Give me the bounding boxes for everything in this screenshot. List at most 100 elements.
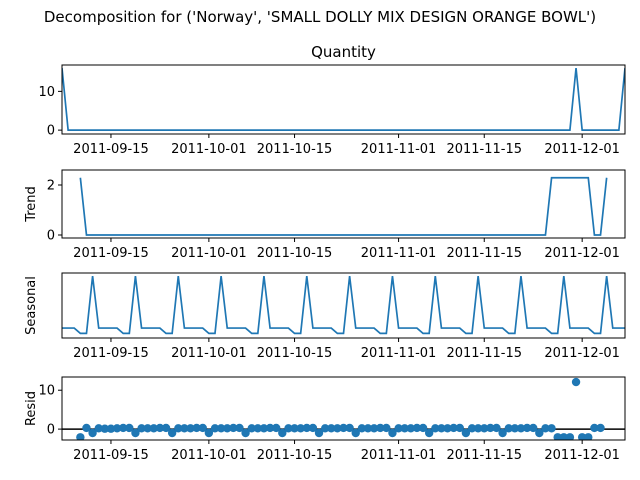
resid-point (467, 424, 477, 433)
resid-point (155, 423, 165, 433)
x-tick-label: 2011-09-15 (73, 346, 149, 361)
resid-point (284, 424, 293, 433)
series-group (76, 377, 605, 440)
resid-point (406, 424, 416, 433)
resid-point (522, 423, 532, 433)
resid-point (149, 424, 158, 433)
resid-point (180, 424, 189, 433)
resid-point (584, 433, 593, 440)
resid-point (351, 428, 360, 438)
resid-point (480, 424, 489, 433)
resid-point (88, 428, 97, 438)
y-tick-label: 0 (47, 229, 55, 244)
x-tick-label: 2011-09-15 (73, 448, 149, 463)
x-tick-label: 2011-11-15 (446, 142, 522, 157)
resid-point (327, 424, 336, 433)
resid-point (547, 424, 556, 433)
x-tick-label: 2011-12-01 (544, 448, 620, 463)
axes-frame (61, 64, 626, 135)
x-tick-label: 2011-10-01 (171, 346, 247, 361)
resid-point (192, 423, 201, 433)
x-tick-label: 2011-10-01 (171, 246, 247, 261)
y-tick-label: 10 (38, 384, 55, 399)
x-tick-label: 2011-11-01 (361, 246, 437, 261)
resid-point (529, 423, 538, 433)
resid-point (198, 423, 207, 433)
resid-point (314, 428, 324, 438)
resid-point (167, 428, 177, 438)
resid-point (143, 424, 152, 433)
resid-point (504, 424, 513, 433)
resid-point (333, 424, 342, 433)
x-tick-label: 2011-10-15 (257, 142, 333, 157)
panel-3: Seasonal 2011-09-15 2011-10-01 2011-10-15 20… (24, 272, 626, 361)
panel-1: Quantity 2011-09-15 2011-10-01 2011-10-15 20… (38, 43, 626, 157)
panel-title: Quantity (311, 43, 376, 61)
resid-point (320, 424, 330, 433)
axes-frame (61, 169, 626, 239)
resid-point (290, 424, 299, 433)
y-axis-label: Trend (24, 186, 39, 223)
resid-point (229, 423, 238, 433)
y-tick-label: 10 (38, 85, 55, 100)
resid-point (431, 424, 440, 433)
resid-point (571, 377, 581, 387)
y-tick-label: 0 (47, 423, 55, 438)
resid-point (271, 423, 281, 433)
x-tick-label: 2011-11-15 (446, 346, 522, 361)
x-tick-label: 2011-11-01 (361, 346, 437, 361)
x-tick-label: 2011-12-01 (544, 346, 620, 361)
resid-point (278, 428, 287, 438)
resid-point (210, 424, 220, 433)
resid-point (216, 424, 226, 433)
resid-point (541, 424, 550, 433)
axes-frame (61, 376, 626, 441)
resid-point (369, 424, 379, 433)
resid-point (241, 428, 250, 438)
figure-suptitle: Decomposition for ('Norway', 'SMALL DOLL… (44, 8, 596, 26)
resid-point (345, 423, 354, 433)
resid-point (106, 424, 116, 433)
resid-point (424, 428, 434, 438)
panels: Quantity 2011-09-15 2011-10-01 2011-10-15 20… (24, 43, 626, 463)
x-tick-label: 2011-10-15 (257, 448, 333, 463)
y-axis-label: Seasonal (24, 276, 39, 335)
resid-point (357, 424, 367, 433)
x-tick-label: 2011-12-01 (544, 142, 620, 157)
series-line (62, 68, 625, 131)
resid-point (161, 423, 171, 433)
resid-point (118, 423, 128, 433)
x-tick-label: 2011-10-01 (171, 448, 247, 463)
series-group (79, 176, 608, 236)
resid-point (174, 424, 183, 433)
resid-point (100, 424, 110, 433)
x-tick-label: 2011-09-15 (73, 246, 149, 261)
resid-point (235, 423, 244, 433)
x-tick-label: 2011-10-01 (171, 142, 247, 157)
resid-point (516, 424, 526, 433)
x-tick-label: 2011-12-01 (544, 246, 620, 261)
resid-point (247, 424, 256, 433)
resid-point (486, 423, 495, 433)
resid-point (76, 433, 85, 440)
resid-point (94, 424, 103, 433)
resid-point (223, 424, 232, 433)
panel-4: Resid 2011-09-15 2011-10-01 2011-10-15 2011-… (24, 376, 626, 463)
resid-point (259, 424, 269, 433)
resid-point (400, 424, 409, 433)
resid-point (131, 428, 140, 438)
y-axis-label: Resid (24, 391, 39, 426)
resid-point (186, 424, 195, 433)
x-tick-label: 2011-11-15 (446, 448, 522, 463)
resid-point (137, 424, 146, 433)
resid-point (382, 423, 391, 433)
resid-point (461, 428, 471, 438)
resid-point (437, 424, 446, 433)
resid-point (510, 424, 520, 433)
resid-point (308, 423, 318, 433)
resid-point (302, 423, 311, 433)
resid-point (412, 423, 422, 433)
panel-2: Trend 2011-09-15 2011-10-01 2011-10-15 2011-… (24, 169, 626, 261)
resid-point (112, 424, 122, 433)
resid-point (535, 428, 544, 438)
